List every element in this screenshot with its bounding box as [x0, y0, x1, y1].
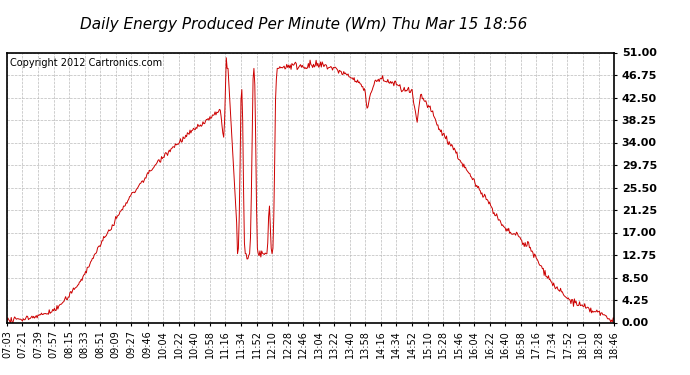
Text: Copyright 2012 Cartronics.com: Copyright 2012 Cartronics.com — [10, 58, 162, 68]
Text: Daily Energy Produced Per Minute (Wm) Thu Mar 15 18:56: Daily Energy Produced Per Minute (Wm) Th… — [80, 17, 527, 32]
